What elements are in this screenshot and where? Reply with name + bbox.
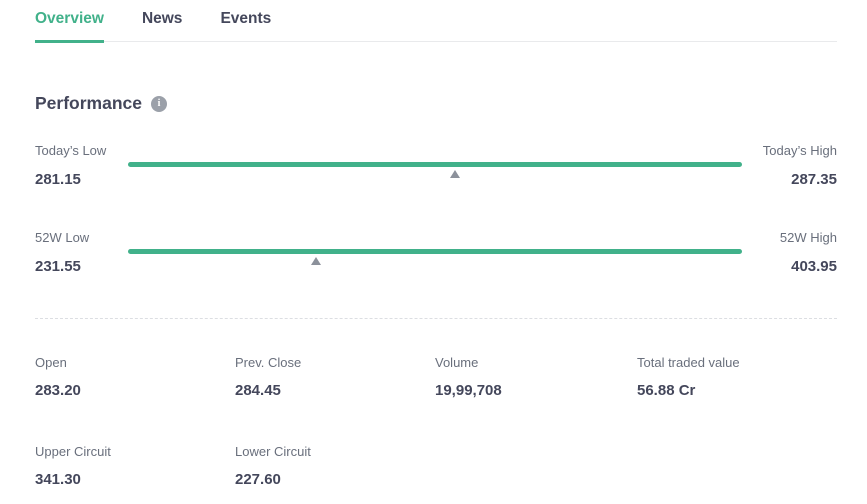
section-divider — [35, 318, 837, 319]
52w-range-bar — [128, 230, 742, 276]
todays-low-label: Today’s Low — [35, 143, 107, 158]
todays-high-value: 287.35 — [791, 171, 837, 188]
todays-range-row: Today’s Low 281.15 Today’s High 287.35 — [35, 143, 837, 189]
52w-low-value: 231.55 — [35, 258, 81, 275]
stat-total-traded-value: Total traded value 56.88 Cr — [637, 355, 837, 400]
stat-lower-circuit-value: 227.60 — [235, 471, 281, 488]
stat-upper-circuit-label: Upper Circuit — [35, 444, 111, 459]
performance-title: Performance — [35, 93, 142, 113]
tab-news[interactable]: News — [141, 10, 183, 27]
current-price-marker-icon — [450, 170, 461, 178]
52w-high-block: 52W High 403.95 — [742, 230, 837, 276]
stat-prev-close: Prev. Close 284.45 — [235, 355, 435, 400]
52w-high-value: 403.95 — [791, 258, 837, 275]
52w-high-label: 52W High — [779, 230, 837, 245]
todays-high-block: Today’s High 287.35 — [742, 143, 837, 189]
stat-open-value: 283.20 — [35, 382, 81, 399]
tab-events[interactable]: Events — [220, 10, 272, 27]
stat-prev-close-label: Prev. Close — [235, 355, 302, 370]
stat-lower-circuit-label: Lower Circuit — [235, 444, 311, 459]
stats-grid: Open 283.20 Prev. Close 284.45 Volume 19… — [35, 355, 837, 489]
stat-total-traded-value-label: Total traded value — [637, 355, 740, 370]
stat-upper-circuit: Upper Circuit 341.30 — [35, 444, 235, 489]
tab-overview[interactable]: Overview — [35, 9, 104, 43]
stat-volume: Volume 19,99,708 — [435, 355, 637, 400]
52w-low-block: 52W Low 231.55 — [35, 230, 128, 276]
stat-volume-value: 19,99,708 — [435, 382, 502, 399]
stat-upper-circuit-value: 341.30 — [35, 471, 81, 488]
stat-volume-label: Volume — [435, 355, 479, 370]
52w-range-track — [128, 249, 742, 254]
todays-low-value: 281.15 — [35, 171, 81, 188]
52w-low-label: 52W Low — [35, 230, 90, 245]
stat-prev-close-value: 284.45 — [235, 382, 281, 399]
52w-range-row: 52W Low 231.55 52W High 403.95 — [35, 230, 837, 276]
todays-high-label: Today’s High — [762, 143, 837, 158]
info-icon[interactable]: i — [151, 95, 167, 112]
stat-lower-circuit: Lower Circuit 227.60 — [235, 444, 435, 489]
todays-low-block: Today’s Low 281.15 — [35, 143, 128, 189]
tab-bar: Overview News Events — [35, 0, 837, 43]
page-container: Overview News Events Performance i Today… — [35, 0, 837, 489]
performance-header: Performance i — [35, 93, 837, 114]
current-price-marker-icon — [311, 257, 322, 265]
todays-range-bar — [128, 143, 742, 189]
todays-range-track — [128, 162, 742, 167]
stat-open-label: Open — [35, 355, 67, 370]
stat-open: Open 283.20 — [35, 355, 235, 400]
stat-total-traded-value-value: 56.88 Cr — [637, 382, 696, 399]
